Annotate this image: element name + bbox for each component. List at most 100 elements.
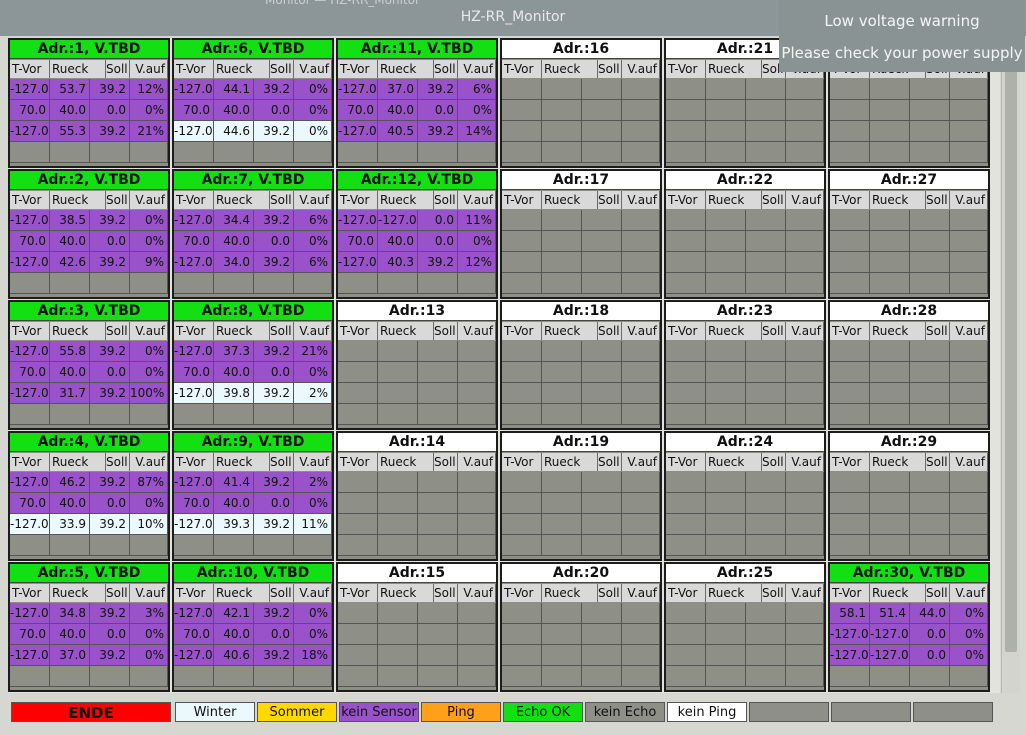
value-cell	[870, 472, 910, 493]
value-cell: 0%	[130, 210, 168, 231]
value-cell	[542, 100, 582, 121]
value-cell	[706, 210, 746, 231]
column-header: T-Vor	[174, 322, 214, 340]
value-cell	[458, 472, 496, 493]
value-cell	[458, 362, 496, 383]
column-header: V.auf	[294, 453, 332, 471]
address-panel: Adr.:11, V.TBD T-Vor Rueck Soll V.auf -127.0 3…	[336, 38, 498, 168]
value-cell	[706, 362, 746, 383]
value-cell: 0%	[130, 100, 168, 121]
value-cell	[502, 645, 542, 666]
low-voltage-notification[interactable]: Low voltage warning Please check your po…	[779, 0, 1025, 72]
value-cell	[666, 121, 706, 142]
value-cell	[746, 252, 786, 273]
value-cell	[338, 142, 378, 163]
value-cell	[418, 645, 458, 666]
value-cell: 0.0	[254, 624, 294, 645]
value-cell	[666, 603, 706, 624]
column-header: Rueck	[706, 322, 762, 340]
value-cell	[622, 383, 660, 404]
value-cell	[706, 341, 746, 362]
value-cell: -127.0	[174, 210, 214, 231]
column-header: Soll	[926, 584, 950, 602]
value-cell: -127.0	[174, 514, 214, 535]
value-cell	[130, 273, 168, 294]
value-cell	[666, 404, 706, 425]
value-cell	[706, 624, 746, 645]
value-cell	[582, 514, 622, 535]
value-cell	[870, 362, 910, 383]
value-cell: 2%	[294, 383, 332, 404]
value-cell	[174, 666, 214, 687]
value-cell: 0%	[294, 100, 332, 121]
value-cell	[214, 142, 254, 163]
panel-title: Adr.:25	[666, 564, 824, 583]
value-cell	[582, 666, 622, 687]
value-cell	[378, 493, 418, 514]
value-cell	[418, 341, 458, 362]
value-cell	[706, 273, 746, 294]
panel-title: Adr.:27	[830, 171, 988, 190]
value-cell	[786, 666, 824, 687]
column-header: T-Vor	[830, 584, 870, 602]
value-cell: 40.3	[378, 252, 418, 273]
column-header: Rueck	[50, 584, 106, 602]
value-cell	[950, 210, 988, 231]
address-panel: Adr.:28 T-Vor Rueck Soll V.auf	[828, 300, 990, 430]
value-cell: 44.1	[214, 79, 254, 100]
value-cell	[10, 404, 50, 425]
value-cell	[502, 79, 542, 100]
value-cell	[418, 142, 458, 163]
value-cell	[830, 514, 870, 535]
value-cell	[706, 666, 746, 687]
column-header: Rueck	[870, 453, 926, 471]
column-header: Soll	[270, 191, 294, 209]
column-header: V.auf	[130, 453, 168, 471]
column-header: Rueck	[378, 453, 434, 471]
value-cell: 40.0	[214, 100, 254, 121]
value-cell: 0.0	[418, 231, 458, 252]
value-cell	[910, 210, 950, 231]
column-header: Rueck	[542, 584, 598, 602]
value-cell: 44.6	[214, 121, 254, 142]
value-cell: 6%	[294, 210, 332, 231]
value-cell: 33.9	[50, 514, 90, 535]
vertical-scrollbar[interactable]	[1001, 38, 1020, 693]
panel-title: Adr.:29	[830, 433, 988, 452]
value-cell: 0.0	[90, 493, 130, 514]
value-cell: 70.0	[338, 100, 378, 121]
column-header: Rueck	[870, 191, 926, 209]
value-cell: 0%	[294, 79, 332, 100]
scrollbar-thumb[interactable]	[1005, 52, 1017, 652]
column-header: Soll	[762, 191, 786, 209]
value-cell	[254, 535, 294, 556]
value-cell	[746, 624, 786, 645]
value-cell	[50, 404, 90, 425]
value-cell: 0%	[294, 231, 332, 252]
value-cell: 18%	[294, 645, 332, 666]
value-cell	[458, 341, 496, 362]
value-cell: 58.1	[830, 603, 870, 624]
value-cell	[542, 231, 582, 252]
value-cell: -127.0	[174, 645, 214, 666]
ende-button[interactable]: ENDE	[11, 702, 171, 722]
value-cell	[582, 273, 622, 294]
value-cell: 0.0	[910, 624, 950, 645]
value-cell: 39.2	[90, 121, 130, 142]
value-cell	[502, 514, 542, 535]
value-cell	[830, 231, 870, 252]
column-header: T-Vor	[338, 60, 378, 78]
value-cell	[786, 383, 824, 404]
value-cell	[10, 142, 50, 163]
value-cell	[294, 142, 332, 163]
column-header: Soll	[598, 191, 622, 209]
column-header: Rueck	[870, 322, 926, 340]
value-cell: -127.0	[10, 210, 50, 231]
value-cell	[830, 341, 870, 362]
value-cell	[746, 210, 786, 231]
value-cell	[622, 121, 660, 142]
value-cell: 0%	[294, 362, 332, 383]
value-cell	[622, 666, 660, 687]
value-cell	[786, 362, 824, 383]
value-cell	[338, 645, 378, 666]
